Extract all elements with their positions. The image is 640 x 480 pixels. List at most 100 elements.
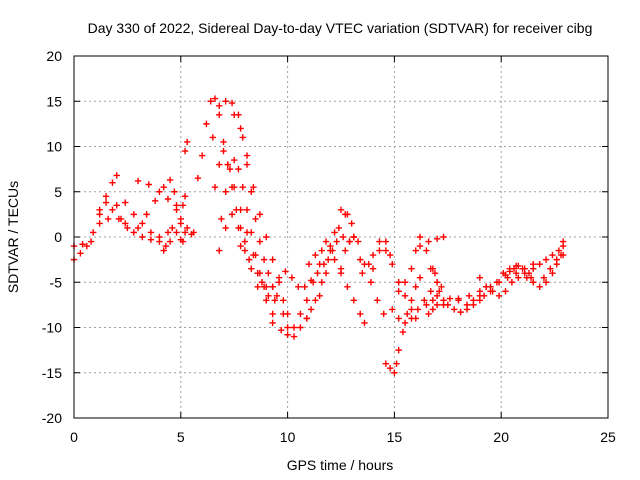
data-point [303,297,311,304]
data-point [365,260,372,268]
data-point [395,279,402,286]
data-point [542,279,550,286]
data-point [376,238,383,245]
data-point [495,279,503,286]
data-point [269,256,276,263]
data-point [429,306,437,313]
data-point [130,211,138,218]
data-point [357,256,364,263]
data-point [536,283,543,290]
series-arc9 [177,236,187,245]
data-point [216,111,223,119]
data-point [147,236,155,243]
data-point [506,268,513,275]
y-tick-label: -10 [42,320,62,336]
data-point [536,260,543,268]
data-point [77,250,84,257]
series-arc18 [216,211,276,318]
data-point [376,247,383,254]
data-point [416,274,424,281]
data-point [260,256,268,263]
data-point [322,270,330,277]
data-point [184,138,191,146]
data-point [122,199,129,206]
data-point [113,202,120,209]
y-tick-label: 20 [46,48,62,64]
data-point [510,265,518,272]
y-tick-label: 0 [54,229,62,245]
data-point [237,242,244,250]
series-arc10 [181,224,191,236]
data-point [395,346,402,354]
data-point [416,242,424,250]
data-point [288,274,296,281]
data-point [156,188,163,195]
data-point [354,238,362,245]
data-point [502,271,509,279]
data-point [303,315,311,322]
data-point [318,279,325,286]
data-point [521,265,528,272]
data-point [389,260,396,268]
data-point [382,360,390,367]
data-point [476,288,484,295]
data-point [530,265,537,272]
data-point [181,229,189,236]
data-point [241,247,249,254]
data-point [433,279,441,286]
data-point [547,265,554,272]
data-point [109,206,116,214]
series-arc41 [502,262,522,279]
data-point [139,220,146,227]
data-point [549,270,556,277]
data-point [540,274,548,281]
x-axis-label: GPS time / hours [287,457,394,473]
data-point [233,206,240,214]
data-point [156,233,163,241]
data-point [228,211,236,218]
data-marks [70,95,567,376]
data-point [367,279,375,286]
data-point [145,181,152,188]
data-point [122,220,129,227]
data-point [423,247,430,254]
data-point [404,310,411,318]
data-point [134,177,142,185]
data-point [312,251,319,259]
data-point [248,229,255,236]
data-point [470,301,477,309]
data-point [440,297,447,304]
data-point [399,328,407,336]
data-point [324,256,332,263]
data-point [344,283,351,290]
data-point [184,224,191,232]
data-point [515,274,522,281]
data-point [327,247,334,254]
data-point [160,184,167,191]
data-point [465,292,473,300]
data-point [395,315,402,322]
data-point [331,256,338,263]
data-point [523,274,531,281]
data-point [179,202,187,209]
data-point [307,277,315,284]
data-point [220,138,227,146]
data-point [239,184,246,191]
data-point [222,98,229,105]
data-point [269,310,276,318]
data-point [487,283,494,290]
data-point [280,310,287,318]
data-point [412,247,419,254]
data-point [124,224,131,232]
data-point [339,233,347,241]
data-point [350,233,358,241]
y-tick-label: -15 [42,365,62,381]
data-point [342,247,349,254]
data-point [382,247,390,254]
data-point [243,206,251,214]
data-point [382,238,390,245]
series-arc29 [382,274,424,376]
x-tick-label: 25 [600,429,616,445]
data-point [207,98,214,105]
